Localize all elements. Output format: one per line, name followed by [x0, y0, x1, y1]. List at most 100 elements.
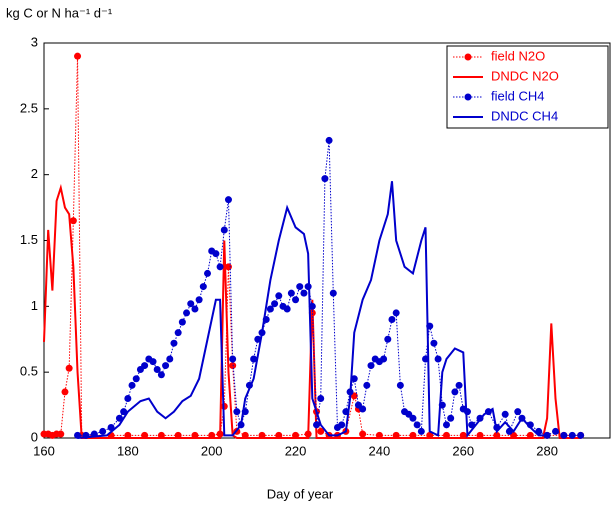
data-point: [195, 296, 203, 304]
x-axis-label: Day of year: [267, 486, 334, 501]
data-point: [451, 388, 459, 396]
series-line: [77, 181, 548, 439]
legend-label: DNDC CH4: [491, 108, 558, 123]
data-point: [204, 269, 212, 277]
data-point: [367, 362, 375, 370]
data-point: [392, 309, 400, 317]
data-point: [132, 375, 140, 383]
data-point: [162, 362, 170, 370]
data-point: [313, 421, 321, 429]
data-point: [359, 405, 367, 413]
legend-label: DNDC N2O: [491, 68, 559, 83]
data-point: [74, 52, 82, 60]
x-tick-label: 200: [201, 443, 223, 458]
legend-marker: [464, 93, 472, 101]
data-point: [577, 431, 585, 439]
x-tick-label: 260: [452, 443, 474, 458]
data-point: [283, 305, 291, 313]
data-point: [266, 305, 274, 313]
data-point: [216, 263, 224, 271]
data-point: [178, 318, 186, 326]
data-point: [455, 381, 463, 389]
data-point: [501, 410, 509, 418]
x-tick-label: 240: [369, 443, 391, 458]
data-point: [409, 414, 417, 422]
data-point: [229, 362, 237, 370]
data-point: [199, 283, 207, 291]
data-point: [157, 371, 165, 379]
data-point: [124, 395, 132, 402]
data-point: [120, 408, 128, 416]
data-point: [99, 427, 107, 435]
data-point: [321, 175, 329, 183]
data-point: [363, 381, 371, 389]
y-axis-label: kg C or N ha⁻¹ d⁻¹: [6, 5, 113, 20]
y-tick-label: 2: [31, 166, 38, 181]
data-point: [65, 364, 73, 372]
y-tick-label: 3: [31, 34, 38, 49]
data-point: [233, 408, 241, 416]
data-point: [229, 355, 237, 363]
data-point: [317, 395, 325, 402]
data-point: [300, 289, 308, 297]
data-point: [396, 381, 404, 389]
data-point: [287, 289, 295, 297]
data-point: [174, 329, 182, 337]
data-point: [338, 421, 346, 429]
y-tick-label: 1: [31, 298, 38, 313]
data-point: [224, 263, 232, 271]
legend-label: field N2O: [491, 48, 545, 63]
data-point: [149, 358, 157, 366]
data-point: [128, 381, 136, 389]
x-tick-label: 180: [117, 443, 139, 458]
data-point: [447, 414, 455, 422]
data-point: [350, 375, 358, 383]
data-point: [250, 355, 258, 363]
legend-marker: [464, 53, 472, 61]
data-point: [69, 217, 77, 225]
series-line: [43, 183, 581, 439]
y-tick-label: 0.5: [20, 364, 38, 379]
data-point: [296, 283, 304, 291]
data-point: [220, 226, 228, 234]
data-point: [413, 421, 421, 429]
data-point: [61, 388, 69, 396]
series-line: [77, 140, 581, 436]
data-point: [430, 339, 438, 347]
data-point: [292, 296, 300, 304]
data-point: [329, 289, 337, 297]
data-point: [187, 300, 195, 308]
data-point: [551, 427, 559, 435]
data-point: [212, 250, 220, 258]
data-point: [442, 421, 450, 429]
data-point: [568, 431, 576, 439]
data-point: [224, 196, 232, 204]
x-tick-label: 280: [536, 443, 558, 458]
data-point: [434, 355, 442, 363]
data-point: [166, 355, 174, 363]
data-point: [191, 305, 199, 313]
legend-box: [446, 45, 609, 129]
data-point: [141, 362, 149, 370]
data-point: [115, 414, 123, 422]
data-point: [325, 136, 333, 144]
data-point: [57, 430, 65, 438]
data-point: [359, 430, 367, 438]
data-point: [560, 431, 568, 439]
y-tick-label: 1.5: [20, 232, 38, 247]
data-point: [153, 366, 161, 374]
y-tick-label: 0: [31, 429, 38, 444]
data-point: [275, 292, 283, 300]
data-point: [514, 408, 522, 416]
legend-label: field CH4: [491, 88, 544, 103]
data-point: [183, 309, 191, 317]
data-point: [317, 427, 325, 435]
x-tick-label: 220: [285, 443, 307, 458]
x-tick-label: 160: [33, 443, 55, 458]
data-point: [388, 316, 396, 323]
data-point: [384, 335, 392, 343]
data-point: [417, 427, 425, 435]
data-point: [271, 300, 279, 308]
data-point: [463, 408, 471, 416]
